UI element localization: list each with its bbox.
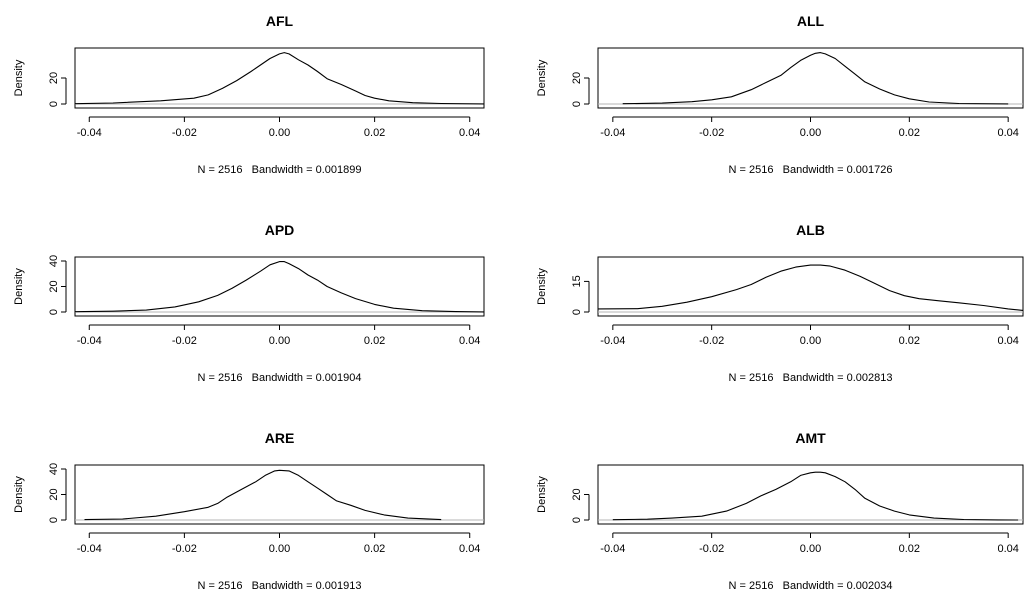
y-axis-label: Density bbox=[536, 268, 548, 305]
x-tick-label: -0.02 bbox=[699, 127, 724, 139]
density-curve bbox=[84, 469, 442, 521]
y-axis-label: Density bbox=[13, 268, 25, 305]
x-tick-label: 0.00 bbox=[269, 335, 290, 347]
y-tick-label: 0 bbox=[48, 101, 60, 107]
y-axis-label: Density bbox=[13, 476, 25, 513]
x-tick-label: 0.04 bbox=[997, 335, 1018, 347]
density-panel-all: ALL -0.04 -0.02 0.00 0.02 0.04 0 20 Density N = 2… bbox=[536, 13, 1024, 176]
panel-title: ARE bbox=[265, 430, 295, 446]
panel-title: ALB bbox=[796, 222, 825, 238]
y-tick-label: 0 bbox=[571, 517, 583, 523]
y-tick-label: 20 bbox=[571, 72, 583, 84]
panel-title: AMT bbox=[795, 430, 826, 446]
y-tick-label: 20 bbox=[571, 488, 583, 500]
y-tick-label: 20 bbox=[48, 72, 60, 84]
x-tick-label: 0.02 bbox=[364, 543, 385, 555]
x-tick-label: -0.04 bbox=[77, 127, 102, 139]
density-curve bbox=[597, 264, 1024, 311]
panel-title: ALL bbox=[797, 13, 825, 29]
y-axis-label: Density bbox=[536, 476, 548, 513]
panel-subtitle: N = 2516 Bandwidth = 0.001913 bbox=[198, 580, 362, 592]
panel-subtitle: N = 2516 Bandwidth = 0.002813 bbox=[729, 372, 893, 384]
x-tick-label: 0.00 bbox=[800, 127, 821, 139]
y-tick-label: 0 bbox=[571, 309, 583, 315]
x-tick-label: 0.04 bbox=[459, 127, 480, 139]
x-tick-label: 0.04 bbox=[997, 127, 1018, 139]
x-tick-label: -0.02 bbox=[172, 543, 197, 555]
panel-subtitle: N = 2516 Bandwidth = 0.001904 bbox=[198, 372, 362, 384]
panel-subtitle: N = 2516 Bandwidth = 0.002034 bbox=[729, 580, 893, 592]
x-tick-label: 0.04 bbox=[997, 543, 1018, 555]
density-panel-are: ARE -0.04 -0.02 0.00 0.02 0.04 0 20 40 Density N =… bbox=[13, 430, 485, 592]
y-tick-label: 20 bbox=[48, 280, 60, 292]
y-tick-label: 0 bbox=[571, 101, 583, 107]
density-panel-afl: AFL -0.04 -0.02 0.00 0.02 0.04 0 20 Density N = 2… bbox=[13, 13, 485, 176]
x-tick-label: 0.00 bbox=[800, 543, 821, 555]
x-tick-label: -0.04 bbox=[77, 335, 102, 347]
y-tick-label: 0 bbox=[48, 309, 60, 315]
x-tick-label: -0.02 bbox=[172, 127, 197, 139]
x-tick-label: 0.00 bbox=[269, 543, 290, 555]
plot-frame bbox=[597, 464, 1024, 525]
y-axis-label: Density bbox=[13, 59, 25, 96]
x-tick-label: 0.00 bbox=[269, 127, 290, 139]
x-tick-label: 0.04 bbox=[459, 543, 480, 555]
panel-subtitle: N = 2516 Bandwidth = 0.001726 bbox=[729, 164, 893, 176]
x-tick-label: 0.04 bbox=[459, 335, 480, 347]
density-panel-alb: ALB -0.04 -0.02 0.00 0.02 0.04 0 15 Density N = 2… bbox=[536, 222, 1024, 384]
y-tick-label: 40 bbox=[48, 463, 60, 475]
x-tick-label: -0.04 bbox=[600, 543, 625, 555]
density-curve bbox=[612, 471, 1019, 521]
panel-title: APD bbox=[265, 222, 295, 238]
x-tick-label: -0.04 bbox=[600, 127, 625, 139]
x-tick-label: 0.00 bbox=[800, 335, 821, 347]
panel-subtitle: N = 2516 Bandwidth = 0.001899 bbox=[198, 164, 362, 176]
plot-frame bbox=[74, 464, 485, 525]
plot-frame bbox=[597, 47, 1024, 109]
x-tick-label: -0.02 bbox=[699, 335, 724, 347]
x-tick-label: 0.02 bbox=[899, 543, 920, 555]
x-tick-label: -0.02 bbox=[172, 335, 197, 347]
x-tick-label: 0.02 bbox=[899, 335, 920, 347]
y-tick-label: 20 bbox=[48, 488, 60, 500]
y-axis-label: Density bbox=[536, 59, 548, 96]
x-tick-label: -0.04 bbox=[600, 335, 625, 347]
density-curve bbox=[74, 261, 485, 313]
y-tick-label: 0 bbox=[48, 517, 60, 523]
density-panel-apd: APD -0.04 -0.02 0.00 0.02 0.04 0 20 40 Density N =… bbox=[13, 222, 485, 384]
x-tick-label: -0.04 bbox=[77, 543, 102, 555]
density-curve bbox=[622, 52, 1009, 105]
x-tick-label: 0.02 bbox=[364, 127, 385, 139]
x-tick-label: -0.02 bbox=[699, 543, 724, 555]
x-tick-label: 0.02 bbox=[899, 127, 920, 139]
plot-frame bbox=[74, 47, 485, 109]
y-tick-label: 15 bbox=[571, 275, 583, 287]
x-tick-label: 0.02 bbox=[364, 335, 385, 347]
density-panel-amt: AMT -0.04 -0.02 0.00 0.02 0.04 0 20 Density N = 2… bbox=[536, 430, 1024, 592]
panel-title: AFL bbox=[266, 13, 294, 29]
y-tick-label: 40 bbox=[48, 255, 60, 267]
density-curve bbox=[74, 52, 485, 105]
plot-frame bbox=[74, 256, 485, 317]
plot-frame bbox=[597, 256, 1024, 317]
